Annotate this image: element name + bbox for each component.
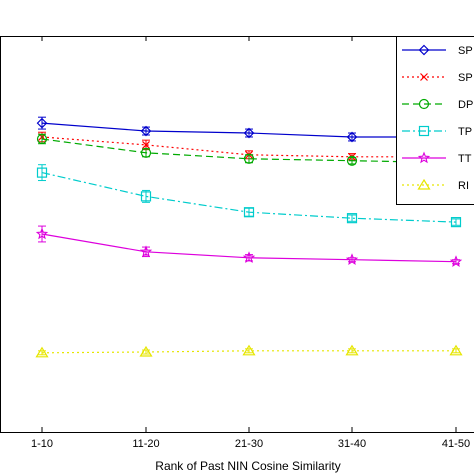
data-point-3-3 [346,213,358,224]
data-point-5-0 [35,346,49,358]
data-point-3-0 [36,167,48,178]
legend-label-0: SP [458,45,473,57]
data-point-0-1 [140,125,152,137]
data-point-4-2 [242,251,256,264]
legend-label-3: TP [458,126,472,138]
data-point-2-2 [243,153,255,164]
plot-background [0,36,474,432]
legend: SP SP DP TP TT RI [396,36,474,205]
data-point-2-3 [346,155,358,166]
legend-marker-2 [418,98,430,110]
data-point-5-4 [449,344,463,356]
legend-marker-3 [418,125,430,137]
axes-layer: 1-10 11-20 21-30 31-40 41-50 [0,36,474,450]
x-tick-label-11-20: 11-20 [132,438,159,450]
data-point-2-1 [140,147,152,158]
legend-marker-5 [417,178,431,190]
series-5-RI [35,344,463,358]
data-point-1-1 [142,140,150,149]
data-point-5-1 [139,345,153,357]
legend-box [396,36,474,205]
data-point-4-0 [35,227,49,240]
data-point-0-3 [346,131,358,143]
legend-marker-1 [420,73,428,81]
series-4-TT [35,225,463,267]
data-point-4-3 [345,253,359,265]
series-line-1 [41,136,456,158]
data-point-4-4 [449,255,463,267]
data-point-3-4 [450,217,462,228]
x-tick-label-1-10: 1-10 [31,438,53,450]
legend-label-4: TT [458,153,472,165]
x-axis-title: Rank of Past NIN Cosine Similarity [155,459,340,473]
legend-marker-0 [418,44,430,56]
data-point-0-0 [36,117,48,129]
legend-marker-1-stroke-b [420,73,428,81]
series-3-TP [36,164,462,228]
data-point-5-2 [242,344,256,356]
x-tick-label-21-30: 21-30 [235,438,263,450]
legend-label-2: DP [458,99,473,111]
data-point-4-1 [139,245,153,258]
data-point-3-1 [140,191,152,202]
legend-label-1: SP [458,72,473,84]
x-tick-label-31-40: 31-40 [338,438,366,450]
data-point-0-2 [243,127,255,139]
x-tick-label-41-50: 41-50 [442,438,470,450]
data-point-5-3 [345,344,359,356]
series-line-2 [41,138,457,164]
legend-label-5: RI [458,180,469,192]
legend-marker-4 [417,151,431,164]
data-point-1-1-stroke-b [142,140,150,149]
data-point-3-2 [243,207,255,218]
data-point-2-0 [36,133,48,145]
